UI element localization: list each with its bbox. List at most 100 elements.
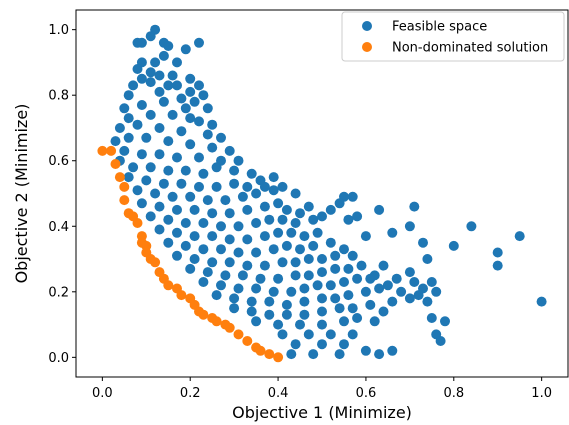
y-tick-label: 0.4 <box>48 220 69 235</box>
feasible-point <box>418 237 428 248</box>
feasible-point <box>132 64 143 74</box>
feasible-point <box>317 267 327 278</box>
feasible-point <box>189 204 200 215</box>
feasible-point <box>246 296 257 307</box>
feasible-point <box>365 299 376 310</box>
feasible-point <box>233 221 244 232</box>
feasible-point <box>277 181 288 192</box>
feasible-point <box>312 227 323 238</box>
feasible-point <box>185 73 196 84</box>
feasible-point <box>141 132 152 143</box>
feasible-point <box>536 296 547 307</box>
feasible-point <box>426 313 437 323</box>
plot-frame <box>75 9 569 378</box>
feasible-point <box>295 208 305 219</box>
feasible-point <box>435 336 446 346</box>
feasible-point <box>229 303 240 314</box>
feasible-point <box>325 237 336 248</box>
feasible-point <box>273 319 284 330</box>
feasible-point <box>251 247 262 258</box>
feasible-point <box>158 178 169 189</box>
feasible-point <box>132 119 143 130</box>
legend-label-non-dominated: Non-dominated solution <box>392 41 548 56</box>
feasible-point <box>268 286 279 297</box>
feasible-point <box>347 191 358 202</box>
feasible-point <box>325 329 336 340</box>
feasible-point <box>347 329 358 340</box>
feasible-point <box>286 349 297 360</box>
feasible-point <box>281 204 292 215</box>
feasible-point <box>172 250 182 261</box>
feasible-point <box>259 201 270 212</box>
feasible-point <box>404 267 415 278</box>
feasible-point <box>167 109 178 120</box>
feasible-point <box>207 231 218 242</box>
feasible-point <box>176 93 187 104</box>
legend-marker-non-dominated <box>362 42 372 52</box>
feasible-point <box>303 270 314 281</box>
feasible-point <box>514 231 525 242</box>
feasible-point <box>422 254 433 264</box>
non-dominated-point <box>255 345 266 356</box>
y-axis-ticks: 0.0 0.2 0.4 0.6 0.8 1.0 <box>48 23 76 366</box>
feasible-point <box>158 96 169 107</box>
feasible-point <box>299 283 310 294</box>
feasible-point <box>145 162 156 173</box>
feasible-points-layer <box>110 24 547 360</box>
legend-box <box>341 11 565 62</box>
feasible-point <box>242 181 253 192</box>
non-dominated-point <box>132 218 143 228</box>
feasible-point <box>194 116 204 127</box>
feasible-point <box>290 257 301 268</box>
feasible-point <box>492 247 503 258</box>
x-tick-label: 0.6 <box>356 386 377 401</box>
feasible-point <box>185 86 196 97</box>
feasible-point <box>378 306 389 317</box>
feasible-point <box>251 283 262 294</box>
non-dominated-point <box>110 159 121 169</box>
feasible-point <box>251 316 262 327</box>
non-dominated-point <box>224 322 235 333</box>
x-tick-label: 0.4 <box>268 386 289 401</box>
feasible-point <box>185 139 196 150</box>
feasible-point <box>136 73 147 84</box>
feasible-point <box>317 254 327 264</box>
feasible-point <box>224 208 235 219</box>
feasible-point <box>264 214 275 225</box>
feasible-point <box>431 286 442 297</box>
feasible-point <box>299 296 310 307</box>
feasible-point <box>189 231 200 242</box>
feasible-point <box>145 211 156 222</box>
feasible-point <box>185 113 196 124</box>
non-dominated-point <box>150 257 161 268</box>
feasible-point <box>194 152 204 163</box>
feasible-point <box>426 277 437 287</box>
legend: Feasible space Non-dominated solution <box>341 11 565 62</box>
feasible-point <box>308 349 319 360</box>
feasible-point <box>303 254 314 264</box>
feasible-point <box>220 270 231 281</box>
feasible-point <box>207 208 218 219</box>
feasible-point <box>264 309 275 320</box>
feasible-point <box>202 103 213 114</box>
feasible-point <box>317 211 327 222</box>
feasible-point <box>176 178 187 189</box>
feasible-point <box>145 31 156 42</box>
feasible-point <box>334 303 345 314</box>
feasible-point <box>224 234 235 245</box>
feasible-point <box>295 244 305 255</box>
feasible-point <box>128 162 139 173</box>
feasible-point <box>374 283 385 294</box>
feasible-point <box>382 280 393 291</box>
feasible-point <box>202 267 213 278</box>
feasible-point <box>216 221 226 232</box>
y-tick-label: 0.8 <box>48 89 69 104</box>
feasible-point <box>317 293 327 304</box>
feasible-point <box>343 263 354 274</box>
feasible-point <box>352 211 363 222</box>
feasible-point <box>286 227 297 238</box>
feasible-point <box>273 198 284 209</box>
feasible-point <box>198 90 209 101</box>
feasible-point <box>369 270 380 281</box>
feasible-point <box>440 316 450 327</box>
